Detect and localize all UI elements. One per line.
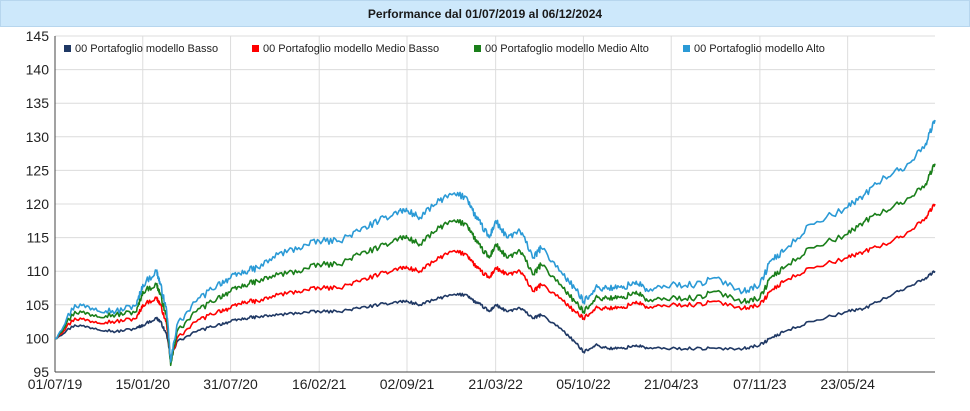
y-tick-label: 105 bbox=[26, 297, 50, 313]
legend-label: 00 Portafoglio modello Medio Alto bbox=[485, 43, 649, 55]
series-line bbox=[54, 270, 936, 360]
x-tick-label: 01/07/19 bbox=[28, 376, 83, 392]
axes bbox=[54, 36, 935, 373]
x-tick-label: 16/02/21 bbox=[292, 376, 347, 392]
x-tick-labels: 01/07/19 15/01/20 31/07/20 16/02/21 02/09/21… bbox=[28, 376, 875, 392]
series-line bbox=[55, 119, 936, 363]
y-tick-label: 120 bbox=[26, 196, 50, 212]
series-lines bbox=[54, 119, 936, 367]
x-tick-label: 21/03/22 bbox=[468, 376, 523, 392]
grid bbox=[54, 35, 935, 373]
x-tick-label: 15/01/20 bbox=[116, 376, 171, 392]
y-tick-label: 110 bbox=[27, 263, 50, 279]
performance-chart: 95 100 105 110 115 120 125 130 135 140 145 01/07/1… bbox=[26, 28, 936, 392]
legend-swatch bbox=[683, 45, 690, 52]
x-tick-label: 05/10/22 bbox=[556, 376, 611, 392]
y-tick-label: 145 bbox=[26, 28, 50, 44]
series-line bbox=[54, 163, 936, 367]
y-tick-label: 140 bbox=[26, 62, 50, 78]
legend-swatch bbox=[474, 45, 481, 52]
x-tick-label: 31/07/20 bbox=[203, 376, 258, 392]
legend-swatch bbox=[252, 45, 259, 52]
x-tick-label: 07/11/23 bbox=[733, 376, 787, 392]
x-tick-label: 02/09/21 bbox=[380, 376, 435, 392]
legend-label: 00 Portafoglio modello Alto bbox=[694, 43, 825, 55]
legend: 00 Portafoglio modello Basso 00 Portafogl… bbox=[64, 43, 825, 55]
y-tick-label: 125 bbox=[26, 162, 50, 178]
y-tick-label: 135 bbox=[26, 95, 50, 111]
x-tick-label: 21/04/23 bbox=[644, 376, 699, 392]
legend-swatch bbox=[64, 45, 71, 52]
legend-label: 00 Portafoglio modello Medio Basso bbox=[263, 43, 439, 55]
y-tick-labels: 95 100 105 110 115 120 125 130 135 140 145 bbox=[26, 28, 50, 380]
legend-label: 00 Portafoglio modello Basso bbox=[75, 43, 218, 55]
x-tick-label: 23/05/24 bbox=[820, 376, 875, 392]
chart-title: Performance dal 01/07/2019 al 06/12/2024 bbox=[0, 0, 970, 27]
y-tick-label: 95 bbox=[33, 364, 49, 380]
y-tick-label: 115 bbox=[27, 230, 50, 246]
y-tick-label: 130 bbox=[26, 129, 50, 145]
y-tick-label: 100 bbox=[26, 330, 50, 346]
